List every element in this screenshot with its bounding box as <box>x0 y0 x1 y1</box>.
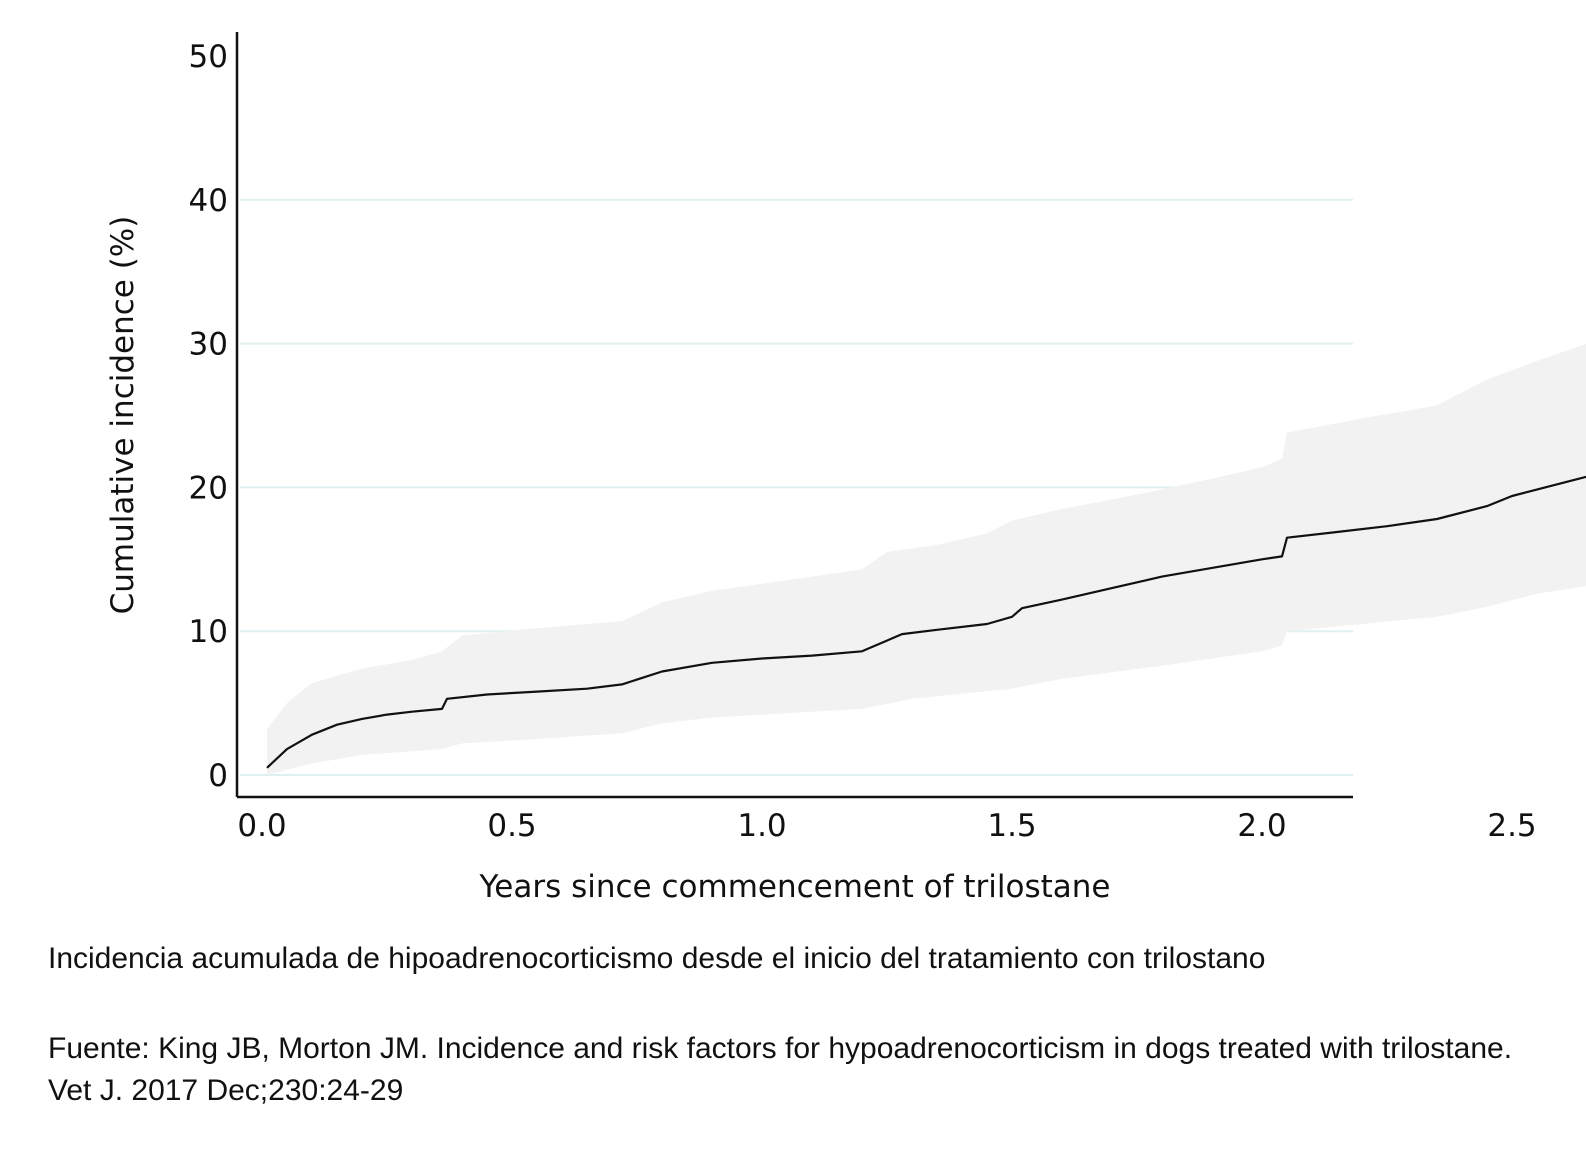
incidence-line <box>266 475 1586 769</box>
axes <box>235 32 1353 799</box>
incidence-line-group <box>266 475 1586 769</box>
y-tick-label-0: 0 <box>208 758 228 794</box>
x-tick-labels: 0.00.51.01.52.02.53.03.54.0 <box>237 808 1536 844</box>
x-axis-title: Years since commencement of trilostane <box>478 869 1110 905</box>
y-tick-labels: 0 10 20 30 40 50 <box>189 39 228 794</box>
source-label: Fuente: <box>48 1032 150 1065</box>
y-axis-title: Cumulative incidence (%) <box>105 216 141 615</box>
x-tick-label-1.0: 1.0 <box>737 808 786 844</box>
source-text: King JB, Morton JM. Incidence and risk f… <box>48 1032 1513 1107</box>
y-tick-label-10: 10 <box>189 614 228 650</box>
x-tick-label-0.0: 0.0 <box>237 808 286 844</box>
y-tick-label-30: 30 <box>189 327 228 363</box>
x-tick-label-2.5: 2.5 <box>1487 808 1536 844</box>
confidence-band <box>267 343 1586 775</box>
confidence-band-group <box>267 343 1586 775</box>
figure-caption: Incidencia acumulada de hipoadrenocortic… <box>48 942 1266 975</box>
y-tick-label-20: 20 <box>189 470 228 506</box>
x-tick-label-1.5: 1.5 <box>987 808 1036 844</box>
source-citation: Fuente: King JB, Morton JM. Incidence an… <box>48 1028 1548 1112</box>
x-tick-label-2.0: 2.0 <box>1237 808 1286 844</box>
x-tick-label-0.5: 0.5 <box>487 808 536 844</box>
y-tick-label-40: 40 <box>189 183 228 219</box>
y-tick-label-50: 50 <box>189 39 228 75</box>
